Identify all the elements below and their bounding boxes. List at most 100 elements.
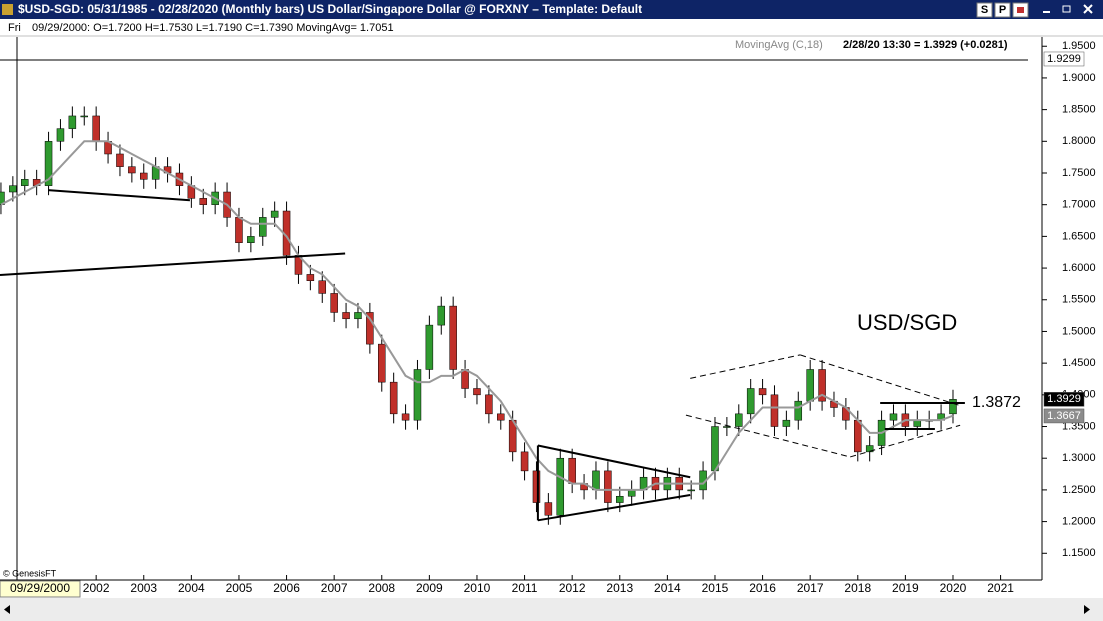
candle-body [116,153,124,167]
y-tick-label: 1.9000 [1062,72,1096,84]
candle-body [497,413,505,421]
trendline [690,354,801,379]
button-p[interactable] [994,2,1011,18]
button-p-label[interactable]: P [999,4,1006,16]
candle-body [389,381,398,415]
y-tick-label: 1.1500 [1062,547,1096,559]
candle-body [461,369,469,389]
y-tick-label: 1.6000 [1062,262,1096,274]
candle-body [604,470,612,503]
candle-body [0,191,5,205]
x-tick-label: 2004 [178,581,205,595]
trendline [685,414,851,458]
candle-body [746,388,755,415]
candle-body [485,394,493,415]
candle-body [437,305,446,326]
candle-body [413,369,422,421]
y-tick-label: 1.2000 [1062,515,1096,527]
candle-body [9,185,17,193]
candle-body [532,470,541,503]
candle-body [56,128,65,142]
close-button[interactable] [1083,4,1093,14]
y-tick-label: 1.2500 [1062,484,1096,496]
indicator-name: MovingAvg (C,18) [735,39,823,51]
y-tick-label: 1.8000 [1062,135,1096,147]
candle-body [330,293,338,313]
y-tick-label: 1.7500 [1062,167,1096,179]
candle-body [354,312,362,320]
x-tick-label: 2013 [606,581,633,595]
candle-body [794,400,803,421]
x-tick-label: 2005 [226,581,253,595]
y-tick-label: 1.8500 [1062,104,1096,116]
x-tick-label: 2012 [559,581,586,595]
candle-body [568,457,576,484]
button-s-label[interactable]: S [981,4,988,16]
x-tick-label: 2003 [130,581,157,595]
candle-body [306,274,315,281]
candle-body [128,166,136,174]
x-tick-label: 2007 [321,581,348,595]
x-tick-label: 2010 [464,581,491,595]
candle-body [92,115,100,142]
candle-body [247,236,255,243]
y-tick-label: 1.6500 [1062,230,1096,242]
restore-button[interactable] [1062,5,1071,13]
candle-body [758,388,767,396]
candle-body [556,457,565,516]
button-s[interactable] [976,2,993,18]
candle-body [889,413,898,421]
y-tick-label: 1.5500 [1062,294,1096,306]
x-tick-label: 2014 [654,581,681,595]
scrollbar[interactable] [0,598,1103,621]
link-icon [1017,7,1024,13]
candle-body [199,198,208,205]
window-title: $USD-SGD: 05/31/1985 - 02/28/2020 (Month… [18,2,642,16]
candle-body [473,388,481,396]
price-label-box [1043,392,1085,407]
annotation-title: USD/SGD [857,310,957,335]
candle-body [818,369,826,402]
y-tick-label: 1.3500 [1062,420,1096,432]
candle-body [520,451,529,472]
y-tick-label: 1.3000 [1062,452,1096,464]
candle-body [259,217,267,237]
y-tick-label: 1.7000 [1062,199,1096,211]
candle-body [544,502,553,516]
candle-body [616,495,624,503]
price-label: 1.3929 [1047,393,1081,405]
x-tick-label: 2017 [797,581,824,595]
candle-body [949,399,957,415]
candle-body [401,413,410,421]
candle-body [366,312,374,345]
candle-body [592,470,600,491]
price-label: 1.3667 [1047,410,1081,422]
candle-body [782,419,791,427]
plot-area: 1.9500 1.9000 1.8500 1.8000 1.7500 1.7000 1.65… [0,40,1096,595]
candle-body [425,324,434,370]
candle-body [140,172,148,180]
annotation-level: 1.3872 [972,394,1021,411]
x-tick-label: 2008 [368,581,395,595]
price-label-box [1043,408,1085,424]
price-label-box [1043,51,1085,67]
candle-body [235,217,243,243]
copyright: © GenesisFT [3,568,57,578]
x-tick-label: 2018 [844,581,871,595]
trendline [537,444,691,479]
x-tick-label: 2020 [940,581,967,595]
indicator-readout: 2/28/20 13:30 = 1.3929 (+0.0281) [843,39,1008,51]
x-tick-label: 2009 [416,581,443,595]
y-tick-label: 1.9500 [1062,40,1096,52]
trendline [537,493,691,522]
moving-average-line [0,140,954,491]
scroll-right[interactable] [1084,605,1090,614]
app-icon [2,4,13,15]
x-tick-label: 2021 [987,581,1014,595]
title-bar [0,0,1103,19]
trendline [0,252,346,277]
scroll-left[interactable] [4,605,10,614]
x-tick-label: 2006 [273,581,300,595]
candle-body [21,179,29,186]
